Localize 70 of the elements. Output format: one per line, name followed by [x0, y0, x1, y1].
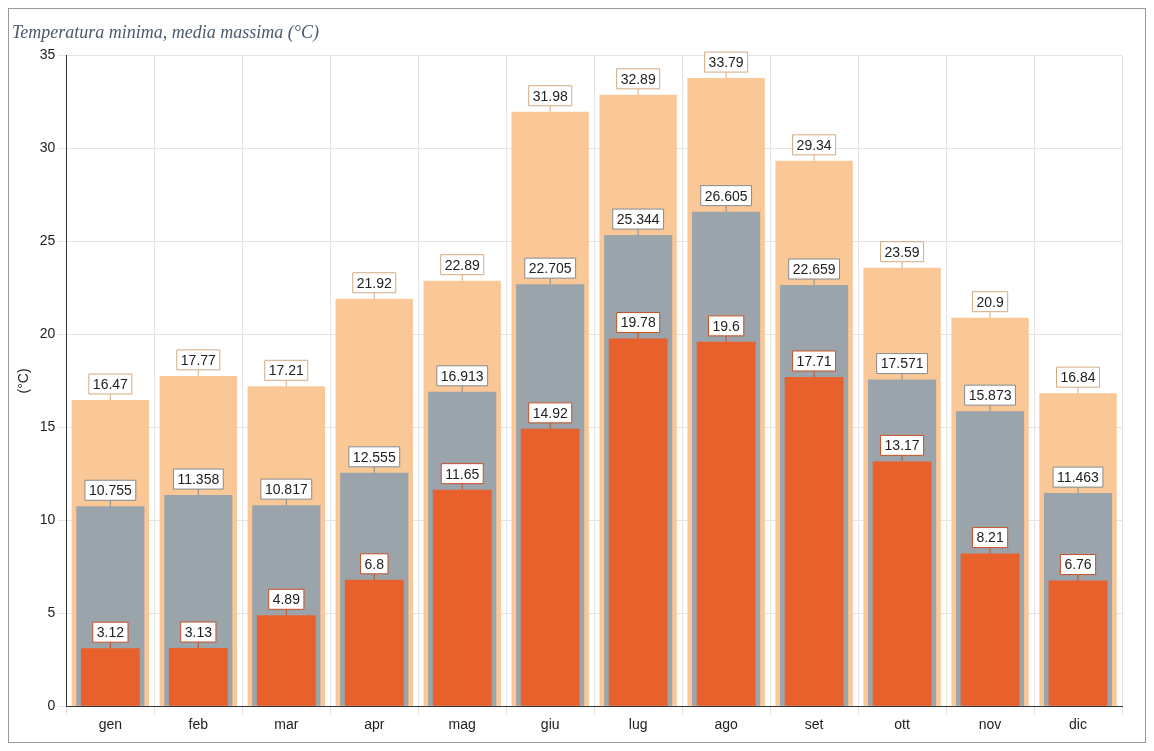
y-tick-label: 10 — [39, 511, 56, 528]
bar — [80, 648, 140, 706]
data-label: 29.34 — [796, 136, 832, 153]
data-label: 16.913 — [440, 367, 484, 384]
x-tick-label: giu — [540, 716, 560, 733]
x-tick-label: nov — [978, 716, 1002, 733]
data-label: 11.358 — [177, 470, 220, 487]
data-label: 12.555 — [352, 448, 396, 465]
x-tick-label: set — [804, 716, 824, 733]
data-label: 6.76 — [1064, 556, 1092, 573]
data-label: 15.873 — [968, 387, 1012, 403]
x-tick-label: mar — [274, 716, 299, 733]
data-label: 10.817 — [264, 480, 308, 497]
data-label: 11.65 — [445, 465, 480, 482]
data-label: 22.705 — [528, 260, 572, 277]
y-tick-label: 0 — [47, 697, 56, 714]
data-label: 13.17 — [884, 437, 920, 454]
x-tick-label: apr — [364, 716, 385, 733]
bar — [520, 428, 580, 706]
bar — [256, 615, 316, 706]
data-label: 19.78 — [620, 314, 656, 331]
data-label: 10.755 — [88, 482, 132, 499]
y-axis-title: (°C) — [15, 368, 32, 394]
bar — [432, 489, 492, 706]
data-label: 8.21 — [976, 529, 1004, 546]
data-label: 33.79 — [708, 53, 744, 70]
data-label: 26.605 — [704, 187, 748, 204]
y-tick-label: 15 — [39, 418, 56, 435]
data-label: 20.9 — [976, 293, 1004, 310]
data-label: 17.71 — [796, 352, 832, 369]
y-tick-label: 20 — [39, 325, 56, 342]
data-label: 21.92 — [356, 274, 392, 291]
data-label: 22.659 — [792, 260, 836, 277]
x-tick-label: ago — [714, 716, 739, 733]
data-label: 14.92 — [532, 404, 568, 421]
bar — [344, 579, 404, 706]
data-label: 19.6 — [712, 317, 740, 334]
x-tick-label: ott — [894, 716, 910, 733]
bar — [1048, 580, 1108, 706]
data-label: 22.89 — [444, 256, 480, 273]
data-label: 17.571 — [880, 355, 924, 372]
data-label: 3.13 — [184, 623, 213, 640]
y-tick-label: 35 — [39, 46, 56, 63]
x-tick-label: dic — [1069, 716, 1087, 733]
y-tick-label: 25 — [39, 232, 56, 249]
data-label: 23.59 — [884, 243, 920, 260]
x-tick-label: feb — [188, 716, 209, 733]
y-tick-label: 30 — [39, 139, 56, 156]
data-label: 31.98 — [532, 87, 568, 104]
data-label: 25.344 — [616, 210, 660, 227]
bar — [784, 377, 844, 706]
chart-title: Temperatura minima, media massima (°C) — [12, 21, 320, 43]
data-label: 6.8 — [364, 555, 385, 572]
data-label: 17.21 — [268, 362, 305, 379]
bar — [872, 461, 932, 706]
bar — [168, 648, 228, 706]
y-tick-label: 5 — [47, 604, 56, 621]
data-label: 16.47 — [92, 375, 129, 392]
x-tick-label: gen — [98, 716, 123, 733]
data-label: 4.89 — [272, 591, 301, 608]
data-label: 17.77 — [180, 351, 217, 368]
data-label: 11.463 — [1057, 468, 1100, 485]
x-tick-label: mag — [448, 716, 476, 733]
bar — [608, 338, 668, 706]
data-label: 3.12 — [96, 624, 125, 641]
data-label: 16.84 — [1060, 369, 1096, 386]
data-label: 32.89 — [620, 70, 656, 87]
bar — [960, 553, 1020, 706]
bar — [696, 341, 756, 706]
x-tick-label: lug — [628, 716, 648, 733]
